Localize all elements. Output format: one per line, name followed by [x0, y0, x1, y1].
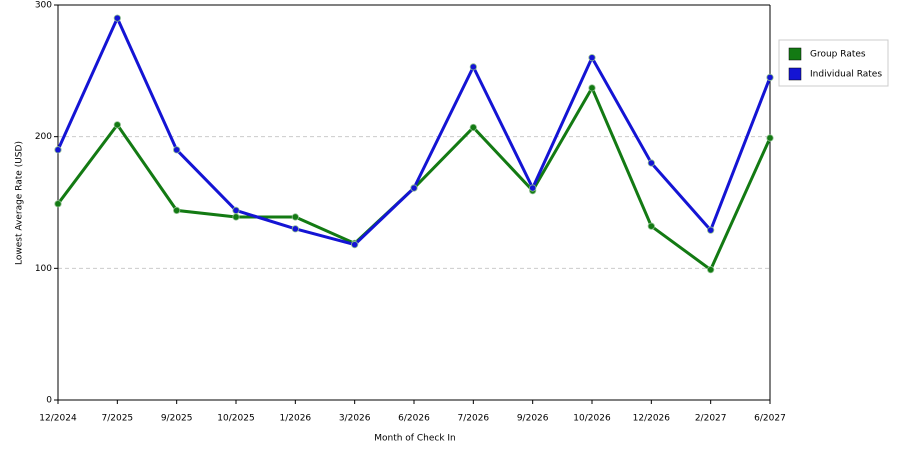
x-tick-label: 6/2027	[754, 414, 786, 424]
legend-label: Individual Rates	[810, 70, 882, 80]
data-point	[469, 63, 477, 71]
data-point	[173, 206, 181, 214]
y-tick-label: 300	[35, 1, 52, 11]
data-point	[588, 54, 596, 62]
x-tick-label: 1/2026	[279, 414, 311, 424]
x-tick-label: 10/2025	[217, 414, 254, 424]
x-tick-label: 7/2025	[101, 414, 133, 424]
data-point	[232, 206, 240, 214]
series-line	[56, 84, 772, 272]
data-point	[232, 213, 240, 221]
data-point	[588, 84, 596, 92]
x-tick-label: 7/2026	[457, 414, 489, 424]
x-tick-label: 6/2026	[398, 414, 430, 424]
data-point	[647, 159, 655, 167]
y-axis-label: Lowest Average Rate (USD)	[15, 141, 25, 265]
data-point	[291, 225, 299, 233]
data-point	[351, 241, 359, 249]
x-tick-label: 9/2025	[161, 414, 193, 424]
legend-label: Group Rates	[810, 50, 866, 60]
data-point	[766, 73, 774, 82]
x-tick-label: 12/2026	[633, 414, 671, 424]
x-tick-label: 10/2026	[573, 414, 611, 424]
x-axis-label: Month of Check In	[374, 434, 456, 444]
data-point	[54, 200, 62, 208]
data-point	[766, 134, 774, 142]
data-point	[707, 266, 715, 274]
data-point	[410, 184, 418, 192]
y-tick-label: 200	[35, 132, 52, 142]
data-point	[529, 184, 537, 192]
data-point	[54, 146, 62, 154]
data-point	[469, 123, 477, 132]
data-point	[291, 213, 299, 221]
data-point	[113, 14, 121, 22]
x-tick-label: 3/2026	[339, 414, 371, 424]
y-tick-label: 100	[35, 264, 52, 274]
data-point	[113, 121, 121, 129]
legend-swatch	[788, 67, 802, 81]
series-line	[56, 14, 772, 247]
legend-swatch	[788, 47, 802, 61]
x-tick-label: 12/2024	[39, 414, 77, 424]
data-point	[647, 222, 655, 230]
data-point	[707, 226, 715, 234]
x-tick-label: 2/2027	[695, 414, 727, 424]
data-point	[173, 146, 181, 154]
x-tick-label: 9/2026	[517, 414, 549, 424]
y-tick-label: 0	[46, 396, 52, 406]
